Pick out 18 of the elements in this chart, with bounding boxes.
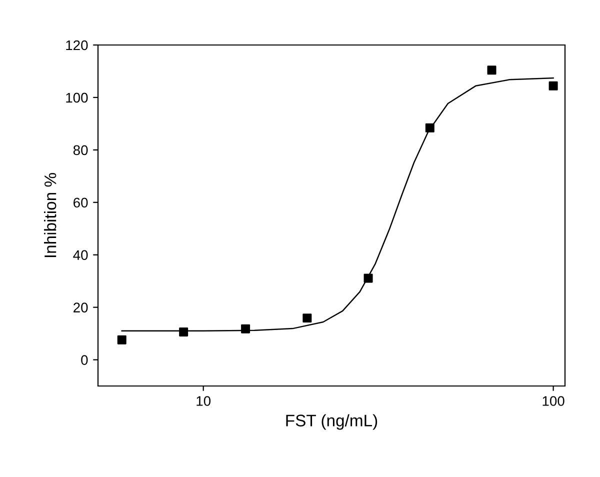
- point: [241, 324, 250, 334]
- point: [302, 314, 312, 323]
- y-tick-label: 60: [74, 198, 88, 208]
- point: [487, 66, 496, 75]
- y-tick-label: 120: [66, 40, 88, 50]
- point: [548, 81, 558, 90]
- point: [179, 327, 188, 336]
- y-axis-title: Inhibition %: [44, 173, 56, 258]
- y-tick-label: 0: [81, 355, 88, 365]
- y-tick-label: 40: [73, 250, 88, 260]
- point: [117, 335, 126, 344]
- y-tick-label: 80: [73, 145, 88, 156]
- x-axis-title: FST (ng/mL): [286, 414, 378, 430]
- point: [364, 274, 373, 283]
- x-tick-label: 10: [196, 396, 211, 406]
- point: [425, 123, 434, 132]
- y-tick-label: 20: [74, 302, 88, 312]
- y-tick-label: 100: [66, 92, 88, 103]
